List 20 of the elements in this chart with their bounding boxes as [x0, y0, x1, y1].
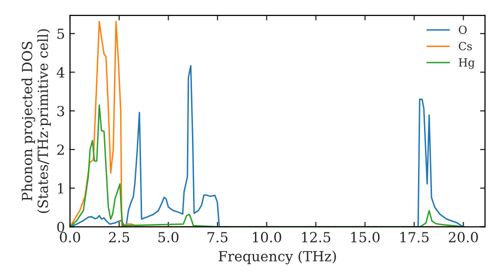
x-tick-label: 0.0: [60, 232, 80, 242]
y-tick-label: 5: [57, 28, 64, 40]
legend-label: O: [458, 26, 467, 34]
x-tick-label: 7.5: [208, 232, 228, 242]
legend-label: Cs: [458, 42, 472, 50]
y-tick-label: 0: [57, 222, 64, 232]
y-tick-label: 3: [57, 106, 64, 116]
y-tick-label: 4: [56, 67, 64, 78]
x-tick-label: 12.5: [302, 232, 330, 242]
y-axis-title: Phonon projected DOS (States/THz·primitive cell): [22, 29, 51, 213]
x-tick-label: 15.0: [351, 232, 380, 242]
x-axis-title: Frequency (THz): [218, 250, 336, 264]
y-tick-label: 1: [58, 183, 64, 194]
x-tick-label: 2.5: [109, 232, 130, 242]
legend-label: Hg: [458, 58, 475, 69]
x-tick-label: 5.0: [158, 232, 178, 242]
y-tick-label: 2: [57, 144, 64, 155]
x-tick-label: 17.5: [400, 232, 429, 242]
x-tick-label: 10.0: [252, 232, 282, 242]
x-tick-label: 20.0: [448, 232, 478, 242]
